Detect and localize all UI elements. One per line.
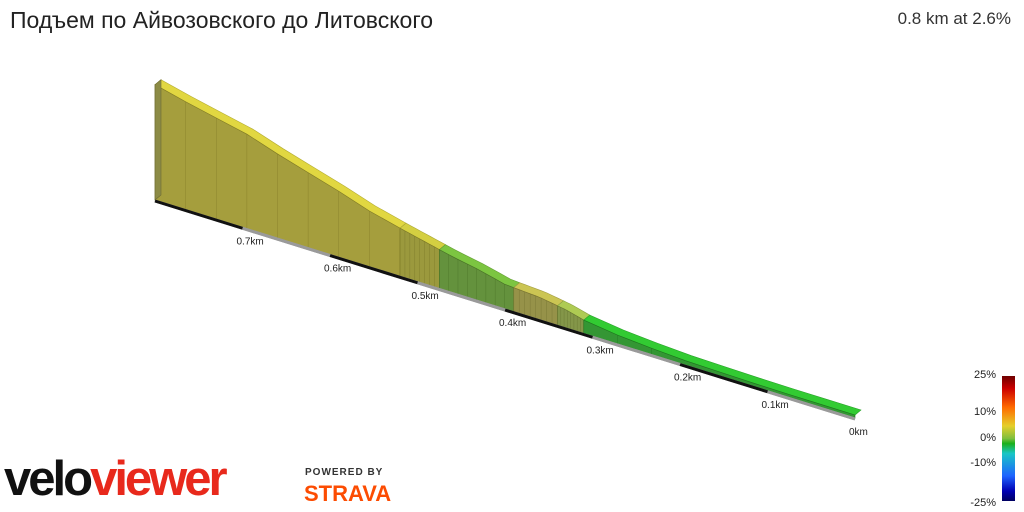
legend-label-0: 0% <box>980 432 996 444</box>
distance-tick-label: 0.4km <box>499 318 526 329</box>
ground-stripe <box>417 281 506 312</box>
distance-tick-label: 0.3km <box>587 345 614 356</box>
logo-velo: velo <box>4 452 93 506</box>
ground-stripe <box>504 308 593 339</box>
gradient-color-scale <box>1002 376 1015 501</box>
legend-label-minus-10: -10% <box>970 457 996 469</box>
distance-tick-label: 0.1km <box>762 400 789 411</box>
ground-stripe <box>242 226 331 257</box>
distance-tick-label: 0.5km <box>412 291 439 302</box>
profile-end-cap <box>154 79 162 201</box>
distance-tick-label: 0km <box>849 427 868 438</box>
distance-tick-label: 0.6km <box>324 264 351 275</box>
distance-tick-label: 0.2km <box>674 373 701 384</box>
distance-ticks: 0km 0.1km 0.2km 0.3km 0.4km 0.5km 0.6km 0.7km <box>237 236 868 438</box>
profile-baseline <box>154 199 856 421</box>
legend-label-10: 10% <box>973 406 996 418</box>
profile-faces <box>154 79 862 419</box>
climb-summary: 0.8 km at 2.6% <box>897 9 1011 28</box>
page-title: Подъем по Айвозовского до Литовского <box>10 7 433 33</box>
veloviewer-logo: veloviewer <box>4 452 228 506</box>
ground-stripe <box>592 335 681 366</box>
segment-top-face <box>583 314 862 416</box>
ground-stripe <box>154 199 243 230</box>
strava-logo: STRAVA <box>304 481 392 506</box>
ground-stripe <box>767 390 856 421</box>
legend-label-minus-25: -25% <box>970 497 996 509</box>
distance-tick-label: 0.7km <box>237 236 264 247</box>
legend-label-25: 25% <box>973 369 996 381</box>
ground-stripe <box>329 254 418 285</box>
ground-stripe <box>679 363 768 394</box>
gradient-legend: 25% 10% 0% -10% -25% <box>960 368 1024 512</box>
logo-viewer: viewer <box>90 452 228 506</box>
powered-by-label: POWERED BY <box>305 467 384 478</box>
